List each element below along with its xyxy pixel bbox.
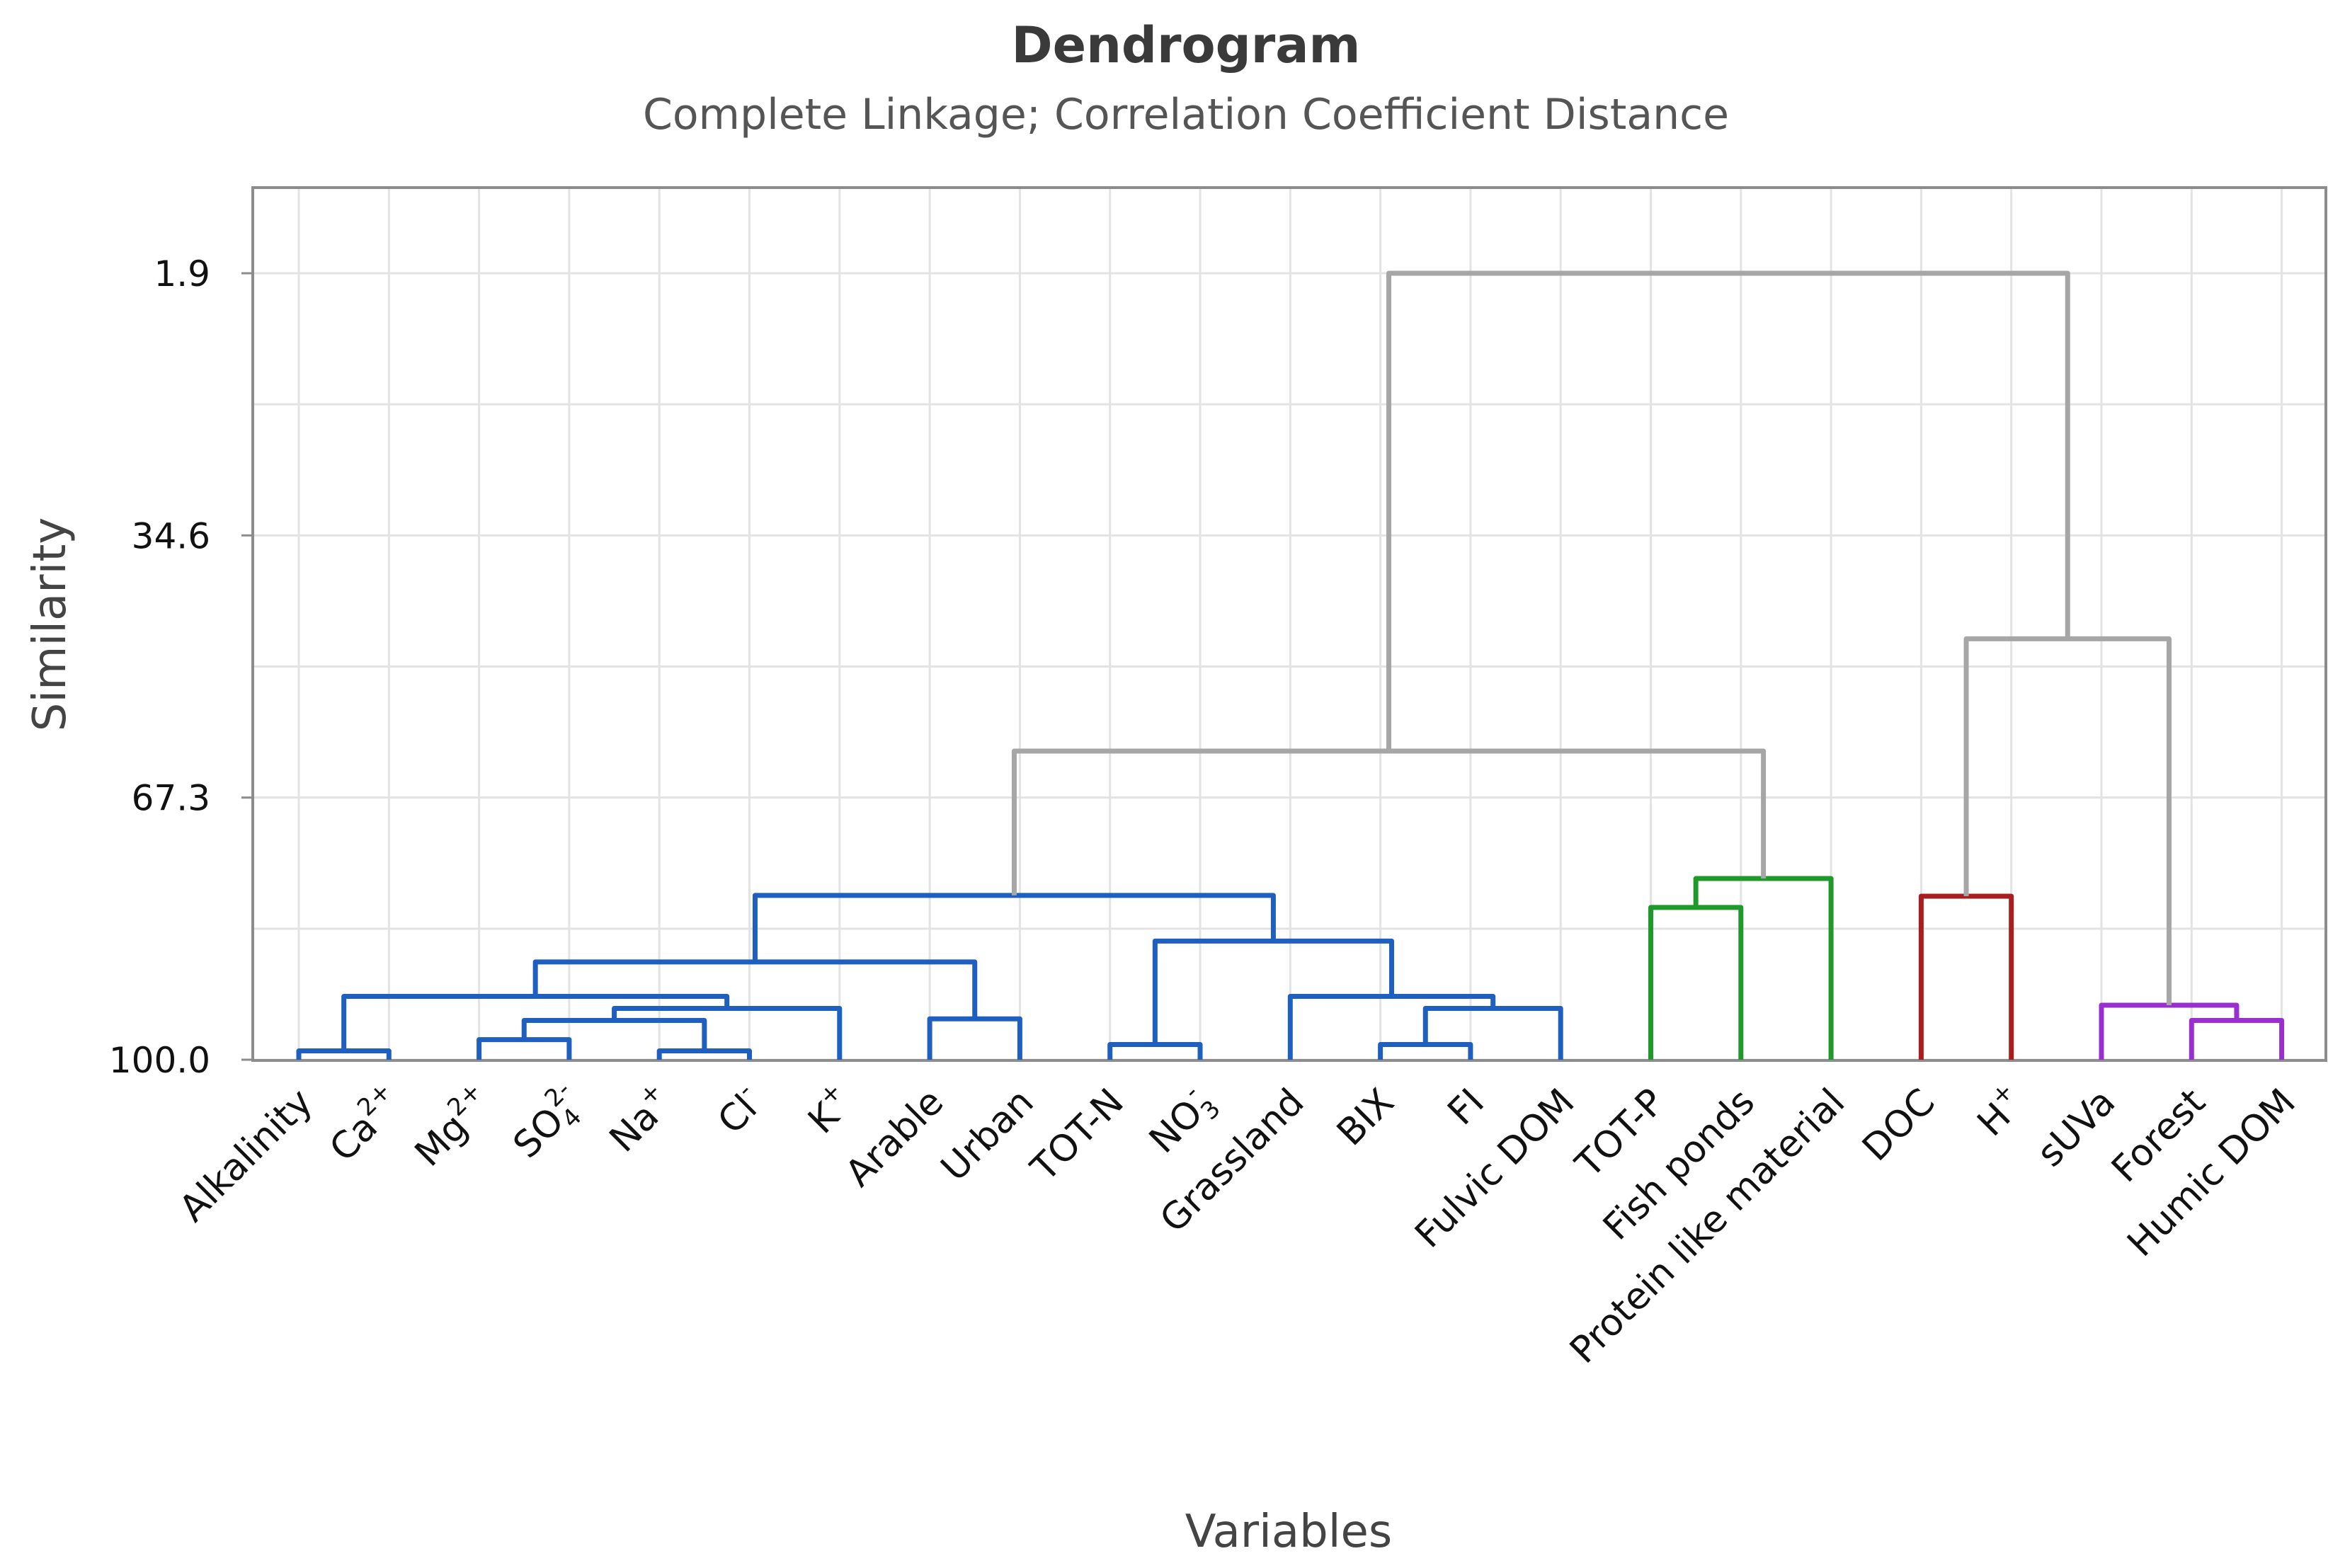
- dendrogram-branch-m9: [612, 1006, 843, 1060]
- leaf-label-na: Na+: [598, 1077, 681, 1160]
- leaf-label-urban: Urban: [933, 1081, 1042, 1190]
- dendrogram-branch-m16: [1648, 905, 1744, 1060]
- leaf-label-k: K+: [797, 1077, 862, 1142]
- y-tick-layer: 1.9 34.6 67.3 100.0: [109, 253, 253, 1081]
- leaf-label-so4: SO42-: [501, 1076, 595, 1171]
- dendrogram-branch-m6: [521, 1018, 707, 1051]
- leaf-label-cl: Cl-: [706, 1077, 772, 1143]
- dendrogram-branch-m1: [296, 1048, 392, 1060]
- dendrogram-branch-m13: [1287, 994, 1496, 1060]
- leaf-label-mg: Mg2+: [403, 1077, 501, 1175]
- chart-title: Dendrogram: [1012, 16, 1361, 74]
- leaf-label-layer: Alkalinity Ca2+Mg2+SO42-Na+ Cl- K+ArableUrb…: [171, 1076, 2304, 1372]
- dendrogram-branch-m15: [1152, 938, 1395, 1045]
- dendrogram-branch-m4: [1378, 1041, 1473, 1060]
- leaf-label-doc: DOC: [1854, 1081, 1943, 1169]
- dendrogram-branch-m21: [1963, 636, 2172, 1005]
- leaf-label-fulvic: Fulvic DOM: [1407, 1081, 1582, 1257]
- y-axis-label: Similarity: [24, 517, 76, 732]
- dendrogram-branch-m5: [477, 1037, 572, 1060]
- leaf-label-bix: BIX: [1329, 1081, 1403, 1155]
- dendrogram-branch-m17: [1918, 893, 2014, 1060]
- dendrogram-branch-m12: [341, 994, 730, 1051]
- dendrogram-branch-m7: [2189, 1018, 2285, 1060]
- leaf-label-h: H+: [1965, 1077, 2033, 1145]
- leaf-label-ca: Ca2+: [318, 1077, 411, 1170]
- leaf-label-fi: FI: [1440, 1081, 1493, 1133]
- dendrogram-branch-m2: [656, 1048, 752, 1060]
- y-tick-label: 100.0: [109, 1040, 210, 1081]
- dendrogram-branch-m8: [927, 1016, 1022, 1060]
- y-tick-label: 67.3: [132, 778, 210, 819]
- plot-frame: [251, 186, 2327, 1062]
- chart-subtitle: Complete Linkage; Correlation Coefficien…: [643, 90, 1729, 139]
- dendrogram-branch-m11: [2099, 1002, 2240, 1060]
- x-axis-label: Variables: [1185, 1506, 1392, 1558]
- leaf-label-alk: Alkalinity: [171, 1081, 321, 1230]
- dendrogram-branch-m22: [1386, 270, 2070, 751]
- dendrogram-branch-m3: [1107, 1041, 1203, 1060]
- grid-layer: [254, 189, 2324, 1061]
- leaf-label-arable: Arable: [838, 1081, 952, 1195]
- dendrogram-branch-m10: [1422, 1006, 1563, 1060]
- y-tick-label: 1.9: [154, 253, 210, 294]
- branch-layer: [296, 270, 2285, 1060]
- leaf-label-totn: TOT-N: [1022, 1081, 1131, 1190]
- y-tick-label: 34.6: [132, 515, 210, 556]
